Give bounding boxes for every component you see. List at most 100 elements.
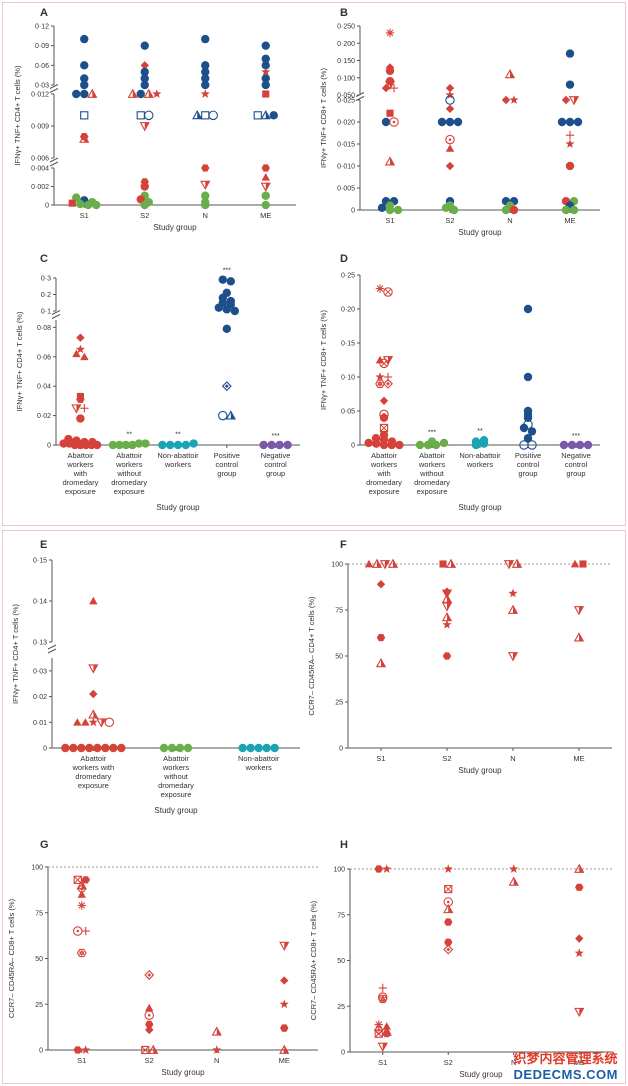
panel-a-point [80, 111, 89, 120]
panel-c-point [214, 303, 223, 312]
panel-e-y-tick-label: 0·15 [33, 558, 47, 565]
panel-b-y-tick-label: 0·010 [337, 164, 355, 171]
panel-c-point [72, 349, 81, 358]
panel-c-significance: ** [175, 432, 181, 439]
panel-f-point [375, 658, 387, 668]
panel-h-point [374, 865, 383, 873]
panel-b-y-tick-label: 0·100 [337, 75, 355, 82]
panel-c-point [267, 440, 276, 450]
panel-d-point [383, 287, 393, 297]
panel-h-point [377, 994, 388, 1004]
panel-f-point [442, 652, 452, 660]
panel-d-point [379, 440, 389, 450]
panel-h-point [378, 983, 387, 993]
panel-c-point [76, 395, 85, 403]
panel-c-category-label: with [73, 469, 87, 478]
panel-g-point [81, 876, 90, 884]
panel-h-point [382, 1030, 391, 1038]
panel-e-y-tick-label: 0·14 [33, 599, 47, 606]
panel-a-point [84, 200, 93, 210]
axis-break-mark [47, 644, 57, 650]
panel-c-point [141, 439, 150, 448]
panel-a-point [261, 173, 270, 181]
panel-d-category-label: control [565, 460, 588, 469]
panel-d-point [379, 413, 389, 422]
panel-c-category-label: group [217, 469, 236, 478]
panel-e-point [117, 743, 126, 753]
panel-d-x-label: Study group [458, 503, 502, 512]
panel-e-point [85, 743, 94, 753]
panel-d-point [379, 423, 389, 433]
panel-a-point [261, 80, 270, 90]
panel-g-point [145, 1025, 154, 1035]
panel-d-point [372, 439, 381, 448]
panel-d-significance: *** [572, 433, 580, 440]
panel-b-point [385, 28, 395, 38]
panel-a-y-tick-label: 0 [45, 203, 49, 210]
panel-g-title: G [40, 839, 49, 851]
panel-e-point [246, 743, 255, 753]
panel-d-category-label: Abattoir [419, 451, 445, 460]
panel-a-y-tick-label: 0·012 [31, 92, 49, 99]
panel-a-point [201, 200, 210, 210]
panel-a-y-tick-label: 0·03 [35, 83, 49, 90]
panel-d-point [523, 304, 533, 314]
panel-a-point [139, 122, 150, 132]
panel-b-category-label: S1 [385, 216, 394, 225]
panel-e-category-label: Non-abattoir [238, 754, 280, 763]
panel-b-point [445, 134, 455, 145]
panel-a-point [143, 88, 154, 98]
panel-a: A 0 0·002 0·004 0·006 0·009 0·012 0·03 0·06 0·09 0… [13, 7, 296, 232]
panel-f-point [573, 632, 585, 642]
panel-d-point [415, 440, 425, 450]
panel-a-point [200, 89, 210, 98]
panel-d-point [575, 440, 585, 450]
panel-c-point [115, 440, 124, 450]
panel-b-point [504, 68, 516, 79]
panel-f-point [439, 560, 447, 568]
panel-h-x-label: Study group [459, 1070, 503, 1079]
panel-b-point [565, 131, 575, 140]
panel-b-y-tick-label: 0·050 [337, 93, 355, 100]
panel-h: H 0 25 50 75 100 S1 S2 N ME Study group CCR7– CD45R… [309, 839, 612, 1079]
panel-h-y-tick-label: 0 [341, 1050, 345, 1057]
panel-b-point [453, 117, 463, 127]
panel-h-point [444, 938, 453, 946]
panel-b-category-label: ME [564, 216, 575, 225]
panel-b-point [565, 117, 575, 127]
top-figure-frame [2, 2, 626, 526]
panel-f-x-label: Study group [458, 766, 502, 775]
panel-g-y-tick-label: 0 [39, 1048, 43, 1055]
panel-c-point [173, 440, 183, 450]
panel-e-point [270, 743, 279, 753]
panel-b-point [445, 144, 455, 152]
panel-e-point [109, 743, 118, 753]
panel-f-point [371, 558, 383, 568]
panel-f-point [376, 634, 386, 642]
axis-break-mark [355, 96, 365, 101]
panel-a-point [260, 182, 271, 192]
panel-a-point [140, 74, 149, 83]
panel-g-y-tick-label: 50 [35, 956, 43, 963]
panel-e-title: E [40, 539, 47, 551]
panel-f-y-tick-label: 100 [331, 562, 343, 569]
panel-h-point [574, 1007, 585, 1018]
panel-b-point [573, 117, 583, 127]
panel-g-point [211, 1026, 222, 1036]
axis-break-mark [51, 310, 61, 315]
panel-e-y-tick-label: 0·01 [33, 720, 47, 727]
panel-d-point [423, 440, 433, 450]
axis-break-mark [51, 314, 61, 319]
panel-h-category-label: S2 [444, 1058, 453, 1067]
panel-c-point [283, 440, 292, 450]
panel-b-point [445, 104, 455, 113]
panel-b-point [565, 80, 575, 89]
panel-a-point [201, 74, 210, 83]
panel-c-y-tick-label: 0·08 [37, 325, 51, 332]
panel-d-point [431, 440, 441, 450]
panel-b-point [384, 80, 396, 90]
panel-c-y-tick-label: 0·1 [41, 309, 51, 316]
panel-a-point [269, 111, 278, 120]
panel-c-category-label: workers [164, 460, 192, 469]
